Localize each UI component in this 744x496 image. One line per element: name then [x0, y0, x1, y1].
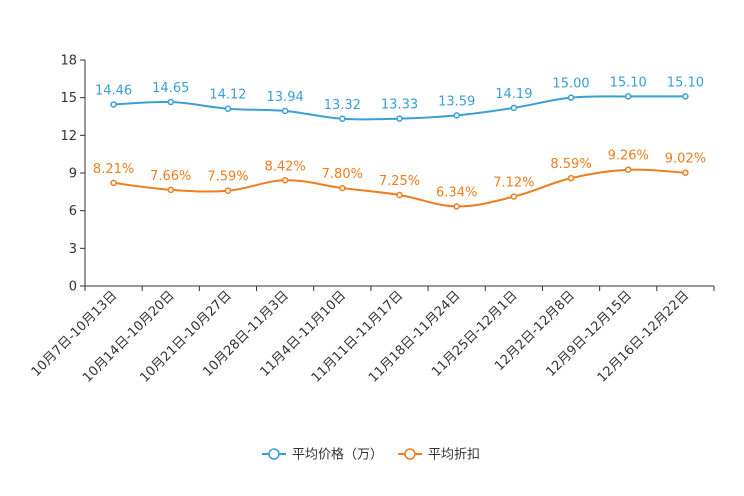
data-label: 15.00 — [552, 77, 589, 92]
legend-marker-icon — [404, 448, 416, 460]
legend-item-1[interactable]: 平均价格（万） — [262, 447, 383, 463]
data-label: 7.59% — [207, 170, 248, 185]
data-point[interactable] — [453, 112, 460, 119]
data-labels: 14.46 14.65 14.12 13.94 13.32 13.33 13.59 14.19… — [93, 75, 706, 200]
data-label: 13.59 — [438, 94, 475, 109]
data-label: 15.10 — [667, 75, 704, 90]
legend-item-2[interactable]: 平均折扣 — [398, 448, 480, 463]
data-point[interactable] — [339, 115, 346, 123]
legend-label: 平均价格（万） — [292, 447, 383, 463]
legend-marker-icon — [268, 448, 280, 460]
data-label: 14.46 — [95, 83, 132, 98]
data-label: 8.42% — [264, 159, 305, 174]
y-tick-label: 9 — [69, 167, 77, 182]
legend[interactable]: 平均价格（万） 平均折扣 — [262, 447, 480, 463]
series-layer — [110, 93, 689, 210]
data-label: 13.33 — [381, 98, 418, 113]
y-tick-label: 12 — [60, 129, 77, 144]
data-label: 14.12 — [209, 88, 246, 103]
data-point[interactable] — [167, 186, 175, 194]
data-point[interactable] — [281, 107, 289, 115]
data-label: 7.66% — [150, 169, 191, 184]
data-label: 15.10 — [610, 75, 647, 90]
data-label: 8.59% — [550, 157, 591, 172]
data-point[interactable] — [567, 94, 575, 101]
data-point[interactable] — [224, 105, 232, 112]
data-point[interactable] — [224, 187, 232, 194]
data-point[interactable] — [510, 193, 518, 200]
data-label: 14.65 — [152, 81, 189, 96]
y-tick-label: 18 — [60, 54, 77, 69]
data-point[interactable] — [624, 166, 632, 173]
data-label: 7.12% — [493, 176, 534, 191]
data-point[interactable] — [624, 93, 632, 100]
data-point[interactable] — [453, 203, 460, 210]
data-label: 13.94 — [267, 90, 304, 105]
data-point[interactable] — [110, 101, 117, 108]
data-label: 9.26% — [608, 149, 649, 164]
y-tick-label: 15 — [60, 91, 77, 106]
y-tick-label: 3 — [69, 242, 77, 257]
data-point[interactable] — [396, 115, 403, 122]
data-label: 13.32 — [324, 98, 361, 113]
legend-label: 平均折扣 — [428, 448, 480, 463]
data-label: 9.02% — [665, 152, 706, 167]
y-tick-label: 0 — [69, 280, 77, 295]
data-point[interactable] — [682, 93, 689, 100]
data-label: 14.19 — [495, 87, 532, 102]
data-point[interactable] — [110, 179, 117, 187]
data-label: 6.34% — [436, 185, 477, 200]
data-label: 8.21% — [93, 162, 134, 177]
data-point[interactable] — [339, 184, 346, 192]
data-label: 7.80% — [322, 167, 363, 182]
data-point[interactable] — [167, 98, 175, 106]
data-point[interactable] — [682, 169, 689, 176]
data-point[interactable] — [510, 104, 518, 112]
data-point[interactable] — [396, 191, 403, 199]
data-point[interactable] — [281, 177, 289, 184]
data-label: 7.25% — [379, 174, 420, 189]
y-tick-label: 6 — [69, 204, 77, 219]
data-point[interactable] — [567, 174, 575, 182]
